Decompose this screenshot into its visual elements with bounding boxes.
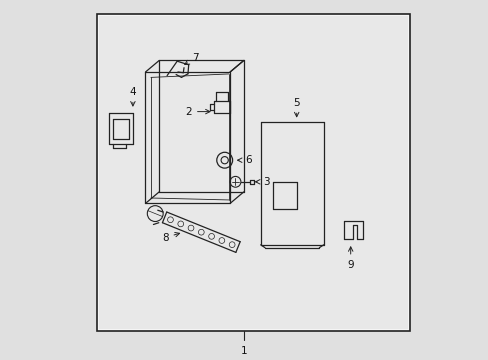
Bar: [97, 14, 409, 331]
Text: 6: 6: [237, 155, 251, 165]
Bar: [99, 16, 407, 329]
Text: 5: 5: [293, 98, 300, 117]
Text: 8: 8: [162, 233, 179, 243]
Text: 2: 2: [185, 107, 210, 117]
Text: 1: 1: [241, 346, 247, 356]
Text: 9: 9: [346, 247, 353, 270]
Text: 3: 3: [255, 177, 269, 187]
Text: 4: 4: [129, 87, 136, 106]
Text: 7: 7: [184, 53, 199, 64]
